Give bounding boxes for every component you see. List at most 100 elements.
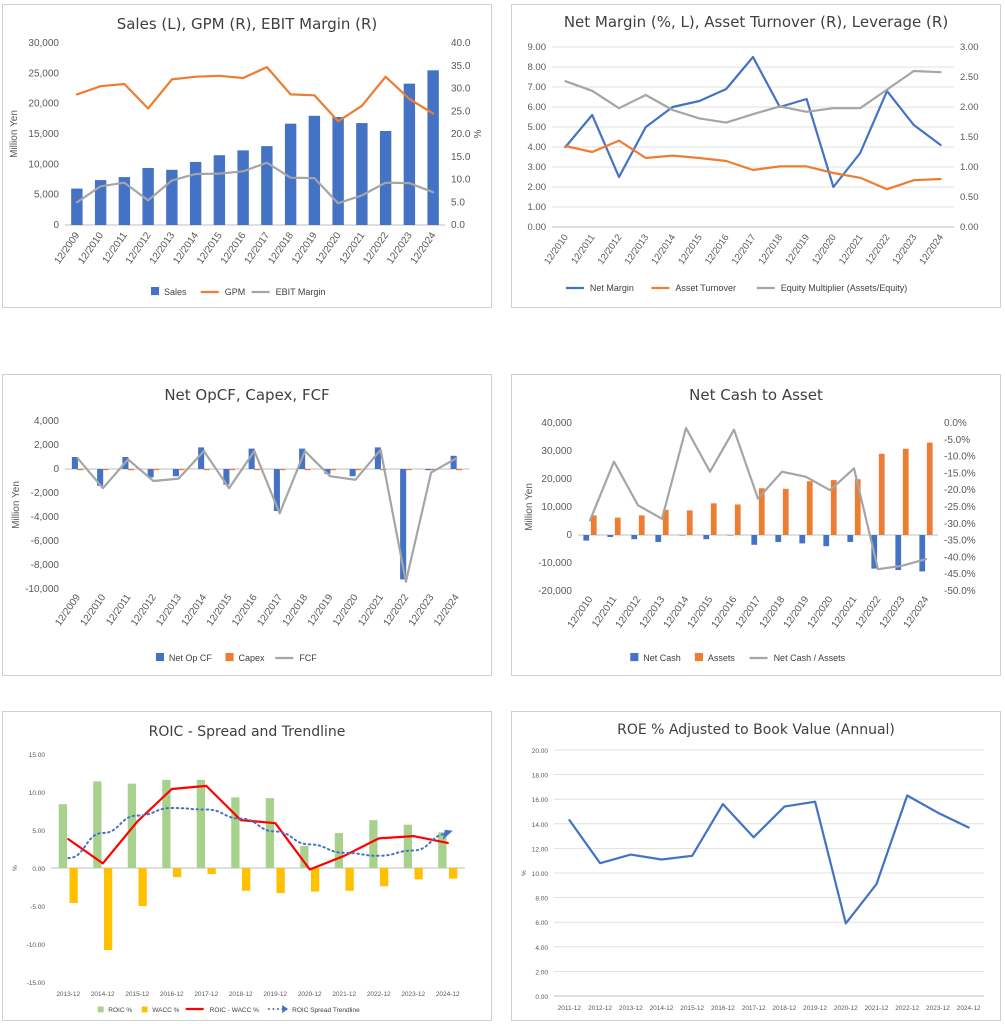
bar-capex bbox=[329, 469, 336, 471]
x-tick-label: 2019-12 bbox=[803, 1005, 827, 1012]
bar-wacc bbox=[207, 868, 216, 875]
y2-tick-label: 0.50 bbox=[960, 192, 979, 203]
y-tick-label: -10,000 bbox=[25, 584, 59, 595]
bar-capex bbox=[456, 469, 463, 471]
bar-wacc bbox=[448, 868, 458, 879]
x-tick-label: 2022-12 bbox=[367, 991, 391, 998]
y2-tick-label: -15.0% bbox=[944, 468, 976, 479]
bar-wacc bbox=[414, 868, 423, 880]
bar-sales bbox=[142, 167, 154, 225]
bar-assets bbox=[782, 488, 789, 535]
bar-sales bbox=[284, 123, 297, 225]
y-tick-label: -10.00 bbox=[27, 942, 46, 949]
y2-tick-label: -20.0% bbox=[944, 485, 976, 496]
bar-roic bbox=[403, 824, 413, 868]
x-tick-label: 12/2021 bbox=[837, 232, 866, 266]
y-tick-label: -8,000 bbox=[31, 560, 60, 571]
y-tick-label: 2,000 bbox=[34, 440, 59, 451]
series-line-roic-wacc bbox=[67, 784, 449, 871]
legend-label: FCF bbox=[299, 653, 317, 663]
bar-wacc bbox=[69, 868, 78, 903]
y-tick-label: -4,000 bbox=[31, 512, 60, 523]
y-tick-label: 0 bbox=[53, 464, 59, 475]
x-tick-label: 2012-12 bbox=[588, 1005, 612, 1012]
legend-swatch-capex bbox=[225, 653, 234, 662]
x-tick-label: 2015-12 bbox=[125, 991, 149, 998]
y-tick-label: 15,000 bbox=[28, 129, 59, 140]
x-tick-label: 2023-12 bbox=[926, 1005, 950, 1012]
bar-net-cash bbox=[679, 535, 686, 536]
series-line-ebit-margin bbox=[75, 161, 435, 205]
bar-assets bbox=[686, 510, 693, 535]
y2-tick-label: -35.0% bbox=[944, 536, 976, 547]
series-line-net-margin bbox=[564, 55, 942, 189]
y-tick-label: 0.00 bbox=[32, 866, 45, 873]
bar-net-cash bbox=[703, 535, 710, 540]
bar-assets bbox=[662, 509, 669, 535]
x-tick-label: 2014-12 bbox=[650, 1005, 674, 1012]
y-tick-label: 10.00 bbox=[532, 871, 549, 878]
bar-net-cash bbox=[631, 535, 638, 540]
series-line-fcf bbox=[76, 448, 458, 583]
bar-sales bbox=[356, 123, 368, 225]
bar-net-cash bbox=[607, 535, 614, 537]
chart-title: Net Cash to Asset bbox=[689, 386, 823, 404]
legend-label: Net Cash bbox=[643, 653, 681, 663]
x-tick-label: 12/2017 bbox=[730, 232, 759, 266]
y-tick-label: 20.00 bbox=[532, 748, 549, 755]
y2-tick-label: -5.0% bbox=[944, 435, 970, 446]
bar-capex bbox=[77, 469, 84, 471]
x-tick-label: 2020-12 bbox=[834, 1005, 858, 1012]
bar-roic bbox=[162, 779, 171, 868]
bar-sales bbox=[237, 150, 249, 225]
y-tick-label: -15.00 bbox=[27, 980, 46, 987]
bar-sales bbox=[427, 70, 439, 225]
legend-label: Equity Multiplier (Assets/Equity) bbox=[781, 283, 908, 293]
bar-capex bbox=[279, 469, 286, 471]
legend-label: Net Op CF bbox=[169, 653, 213, 663]
bar-assets bbox=[854, 479, 861, 535]
x-tick-label: 12/2015 bbox=[676, 232, 705, 266]
x-tick-label: 12/2018 bbox=[757, 232, 786, 266]
y2-tick-label: -40.0% bbox=[944, 552, 976, 563]
y2-tick-label: 20.0 bbox=[451, 129, 471, 140]
series-line-roic-spread-trendline bbox=[67, 807, 449, 860]
y-tick-label: 7.00 bbox=[528, 82, 547, 93]
x-tick-label: 12/2010 bbox=[542, 232, 571, 266]
x-tick-label: 12/2016 bbox=[703, 232, 732, 266]
bar-net-op-cf bbox=[198, 447, 205, 469]
y-tick-label: 0.00 bbox=[528, 222, 547, 233]
bar-net-cash bbox=[799, 535, 806, 544]
bar-assets bbox=[638, 515, 645, 535]
bar-net-op-cf bbox=[223, 469, 230, 485]
x-tick-label: 2016-12 bbox=[711, 1005, 735, 1012]
x-tick-label: 2019-12 bbox=[263, 991, 287, 998]
bar-roic bbox=[93, 781, 102, 868]
legend-label: Net Margin bbox=[590, 283, 634, 293]
legend-label: Capex bbox=[238, 653, 265, 663]
y-tick-label: 8.00 bbox=[535, 896, 548, 903]
bar-wacc bbox=[241, 868, 251, 891]
y-tick-label: 2.00 bbox=[528, 182, 547, 193]
x-tick-label: 2021-12 bbox=[332, 991, 356, 998]
bar-net-op-cf bbox=[273, 469, 280, 511]
y2-tick-label: 2.00 bbox=[960, 102, 979, 113]
bar-capex bbox=[430, 469, 437, 471]
bar-net-op-cf bbox=[71, 457, 78, 469]
y2-tick-label: 3.00 bbox=[960, 42, 979, 53]
bar-assets bbox=[590, 515, 597, 535]
y-axis-label: Million Yen bbox=[11, 481, 22, 529]
bar-assets bbox=[806, 481, 813, 535]
x-tick-label: 12/2011 bbox=[569, 232, 597, 266]
bar-capex bbox=[355, 469, 362, 471]
bar-assets bbox=[878, 453, 885, 535]
chart-title: Net OpCF, Capex, FCF bbox=[164, 386, 329, 404]
y2-tick-label: -50.0% bbox=[944, 586, 976, 597]
legend-arrow-icon bbox=[282, 1005, 289, 1013]
y-tick-label: 5,000 bbox=[34, 190, 59, 201]
x-tick-label: 2024-12 bbox=[957, 1005, 981, 1012]
y-axis-label: Million Yen bbox=[9, 110, 20, 158]
bar-roic bbox=[231, 797, 240, 868]
x-tick-label: 2017-12 bbox=[194, 991, 218, 998]
y2-tick-label: 0.0 bbox=[451, 220, 465, 231]
